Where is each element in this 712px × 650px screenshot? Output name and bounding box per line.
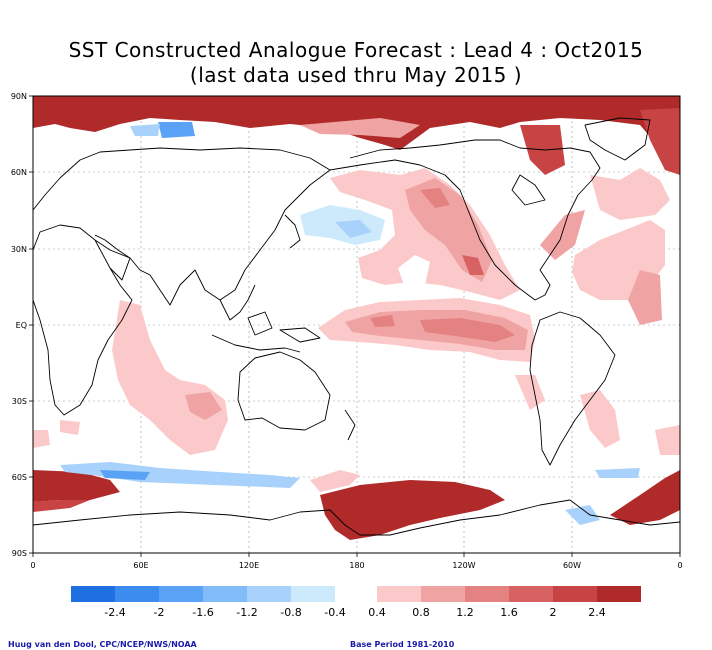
south-atlantic-east-warm [655, 425, 680, 455]
ne-pacific-strong-1 [420, 188, 450, 208]
arctic-cold-edge [130, 124, 160, 136]
sw-indian-warm [33, 430, 50, 448]
colorbar-label-10: 2 [550, 606, 557, 619]
colorbar: -2.4 -2 -1.6 -1.2 -0.8 -0.4 0.4 0.8 1.2 1.6 2 2.4 [71, 586, 641, 619]
lat-label-60s: 60S [12, 473, 27, 482]
colorbar-neg-swatch-3 [203, 586, 247, 602]
colorbar-label-0: -2.4 [104, 606, 125, 619]
se-pacific-warm [515, 375, 545, 410]
arctic-cold-anomaly [158, 122, 195, 138]
lon-label-180: 180 [349, 561, 364, 570]
subpolar-atlantic-warm [590, 168, 670, 220]
colorbar-label-7: 0.8 [412, 606, 430, 619]
colorbar-neg-swatch-4 [247, 586, 291, 602]
south-atlantic-warm [580, 390, 620, 448]
map-border [32, 95, 681, 554]
coast-eurasia [32, 147, 331, 306]
coast-north-america [329, 139, 601, 301]
axis-ticks [29, 95, 681, 557]
colorbar-pos-swatch-2 [465, 586, 509, 602]
ne-pacific-neutral [398, 255, 430, 288]
arctic-light-anomaly [300, 118, 420, 138]
sst-anomaly-shading [33, 96, 680, 540]
colorbar-label-3: -1.2 [236, 606, 257, 619]
colorbar-label-4: -0.8 [280, 606, 301, 619]
colorbar-pos-swatch-0 [377, 586, 421, 602]
coast-arabia [94, 239, 131, 281]
credit-text: Huug van den Dool, CPC/NCEP/NWS/NOAA [8, 640, 197, 649]
colorbar-label-5: -0.4 [324, 606, 345, 619]
lat-label-60n: 60N [11, 168, 27, 177]
ne-pacific-moderate [405, 178, 492, 282]
lat-label-eq: EQ [16, 321, 27, 330]
lon-label-0-end: 0 [677, 561, 682, 570]
coast-japan [284, 214, 301, 249]
equatorial-pacific-strong [420, 318, 515, 342]
nw-pacific-cold-core [335, 220, 372, 238]
coast-africa [32, 224, 133, 416]
ross-sea-light-warm [310, 470, 360, 492]
page-title: SST Constructed Analogue Forecast : Lead… [68, 38, 644, 62]
ne-pacific-strong-2 [462, 255, 484, 275]
colorbar-label-9: 1.6 [500, 606, 518, 619]
colorbar-pos-swatch-5 [597, 586, 641, 602]
coast-indonesia [211, 334, 301, 353]
lon-labels: 0 60E 120E 180 120W 60W 0 [30, 561, 682, 570]
nordic-warm-anomaly [640, 108, 680, 175]
southern-ocean-cold-core [100, 470, 150, 480]
base-period-text: Base Period 1981-2010 [350, 640, 455, 649]
colorbar-label-2: -1.6 [192, 606, 213, 619]
coast-australia [237, 351, 331, 431]
lat-labels: 90N 60N 30N EQ 30S 60S 90S [11, 92, 27, 558]
coastlines [32, 117, 681, 536]
nw-atlantic-warm [540, 210, 585, 260]
indian-ocean-moderate [185, 392, 222, 420]
southern-ocean-warm-west-edge [33, 500, 90, 512]
colorbar-label-8: 1.2 [456, 606, 474, 619]
lon-label-120e: 120E [239, 561, 259, 570]
east-atlantic-warm [628, 270, 662, 325]
lon-label-0: 0 [30, 561, 35, 570]
lat-label-90n: 90N [11, 92, 27, 101]
colorbar-neg-swatch-0 [71, 586, 115, 602]
colorbar-label-11: 2.4 [588, 606, 606, 619]
page-subtitle: (last data used thru May 2015 ) [189, 63, 523, 87]
lon-label-60w: 60W [563, 561, 581, 570]
colorbar-pos-swatch-4 [553, 586, 597, 602]
colorbar-pos-swatch-1 [421, 586, 465, 602]
south-atlantic-cold-anomaly [595, 468, 640, 478]
colorbar-pos-swatch-3 [509, 586, 553, 602]
coast-greenland [584, 117, 651, 161]
colorbar-neg-swatch-1 [115, 586, 159, 602]
lat-label-90s: 90S [12, 549, 27, 558]
weddell-warm-anomaly [610, 470, 680, 525]
coast-new-guinea [279, 327, 321, 343]
coast-new-zealand [344, 409, 356, 441]
lon-label-60e: 60E [133, 561, 148, 570]
coast-indochina [219, 284, 256, 321]
colorbar-neg-swatch-5 [291, 586, 335, 602]
lon-label-120w: 120W [452, 561, 475, 570]
colorbar-label-1: -2 [154, 606, 165, 619]
south-indian-warm [60, 420, 80, 435]
southern-ocean-cold-indian [60, 462, 300, 488]
ross-sea-warm-anomaly [320, 480, 505, 540]
coast-borneo [247, 311, 273, 336]
colorbar-label-6: 0.4 [368, 606, 386, 619]
southern-ocean-warm-west [33, 470, 120, 502]
lat-label-30n: 30N [11, 245, 27, 254]
coast-antarctica [32, 499, 681, 536]
coast-south-america [529, 311, 616, 466]
weddell-cold-anomaly [565, 505, 600, 525]
equatorial-pacific-patch [370, 315, 395, 327]
lat-label-30s: 30S [12, 397, 27, 406]
colorbar-neg-swatch-2 [159, 586, 203, 602]
coast-hudson-bay [511, 174, 546, 206]
